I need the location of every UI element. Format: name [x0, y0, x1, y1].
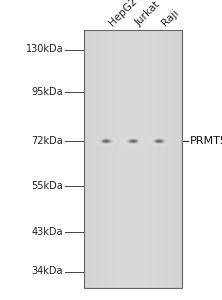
Text: HepG2: HepG2 [107, 0, 139, 28]
Text: 43kDa: 43kDa [32, 226, 63, 237]
Text: 130kDa: 130kDa [26, 44, 63, 55]
Text: Raji: Raji [160, 7, 180, 28]
Text: 34kDa: 34kDa [32, 266, 63, 277]
Text: 95kDa: 95kDa [32, 86, 63, 97]
Bar [84, 30, 182, 288]
Text: Jurkat: Jurkat [133, 0, 162, 28]
Text: PRMT5: PRMT5 [190, 136, 222, 146]
Text: 72kDa: 72kDa [32, 136, 63, 146]
Text: 55kDa: 55kDa [32, 181, 63, 191]
